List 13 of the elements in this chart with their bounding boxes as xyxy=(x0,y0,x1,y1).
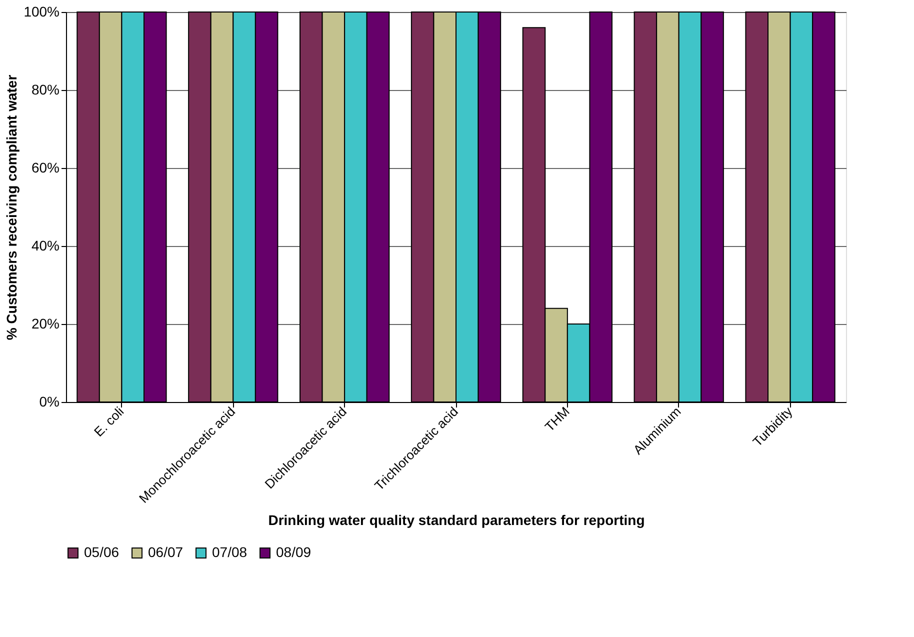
y-tick-label: 100% xyxy=(24,4,60,20)
y-tick-label: 40% xyxy=(31,238,60,254)
x-axis-title: Drinking water quality standard parameters for reporting xyxy=(268,512,645,528)
y-tick-label: 20% xyxy=(31,316,60,332)
y-tick-label: 80% xyxy=(31,82,60,98)
legend-label: 05/06 xyxy=(84,544,120,560)
legend-label: 08/09 xyxy=(276,544,312,560)
y-tick-label: 60% xyxy=(31,160,60,176)
legend-label: 07/08 xyxy=(212,544,248,560)
y-tick-label: 0% xyxy=(39,394,60,410)
y-axis-title: % Customers receiving compliant water xyxy=(4,74,20,340)
legend-label: 06/07 xyxy=(148,544,184,560)
x-tick-label: E. coli xyxy=(91,404,127,440)
